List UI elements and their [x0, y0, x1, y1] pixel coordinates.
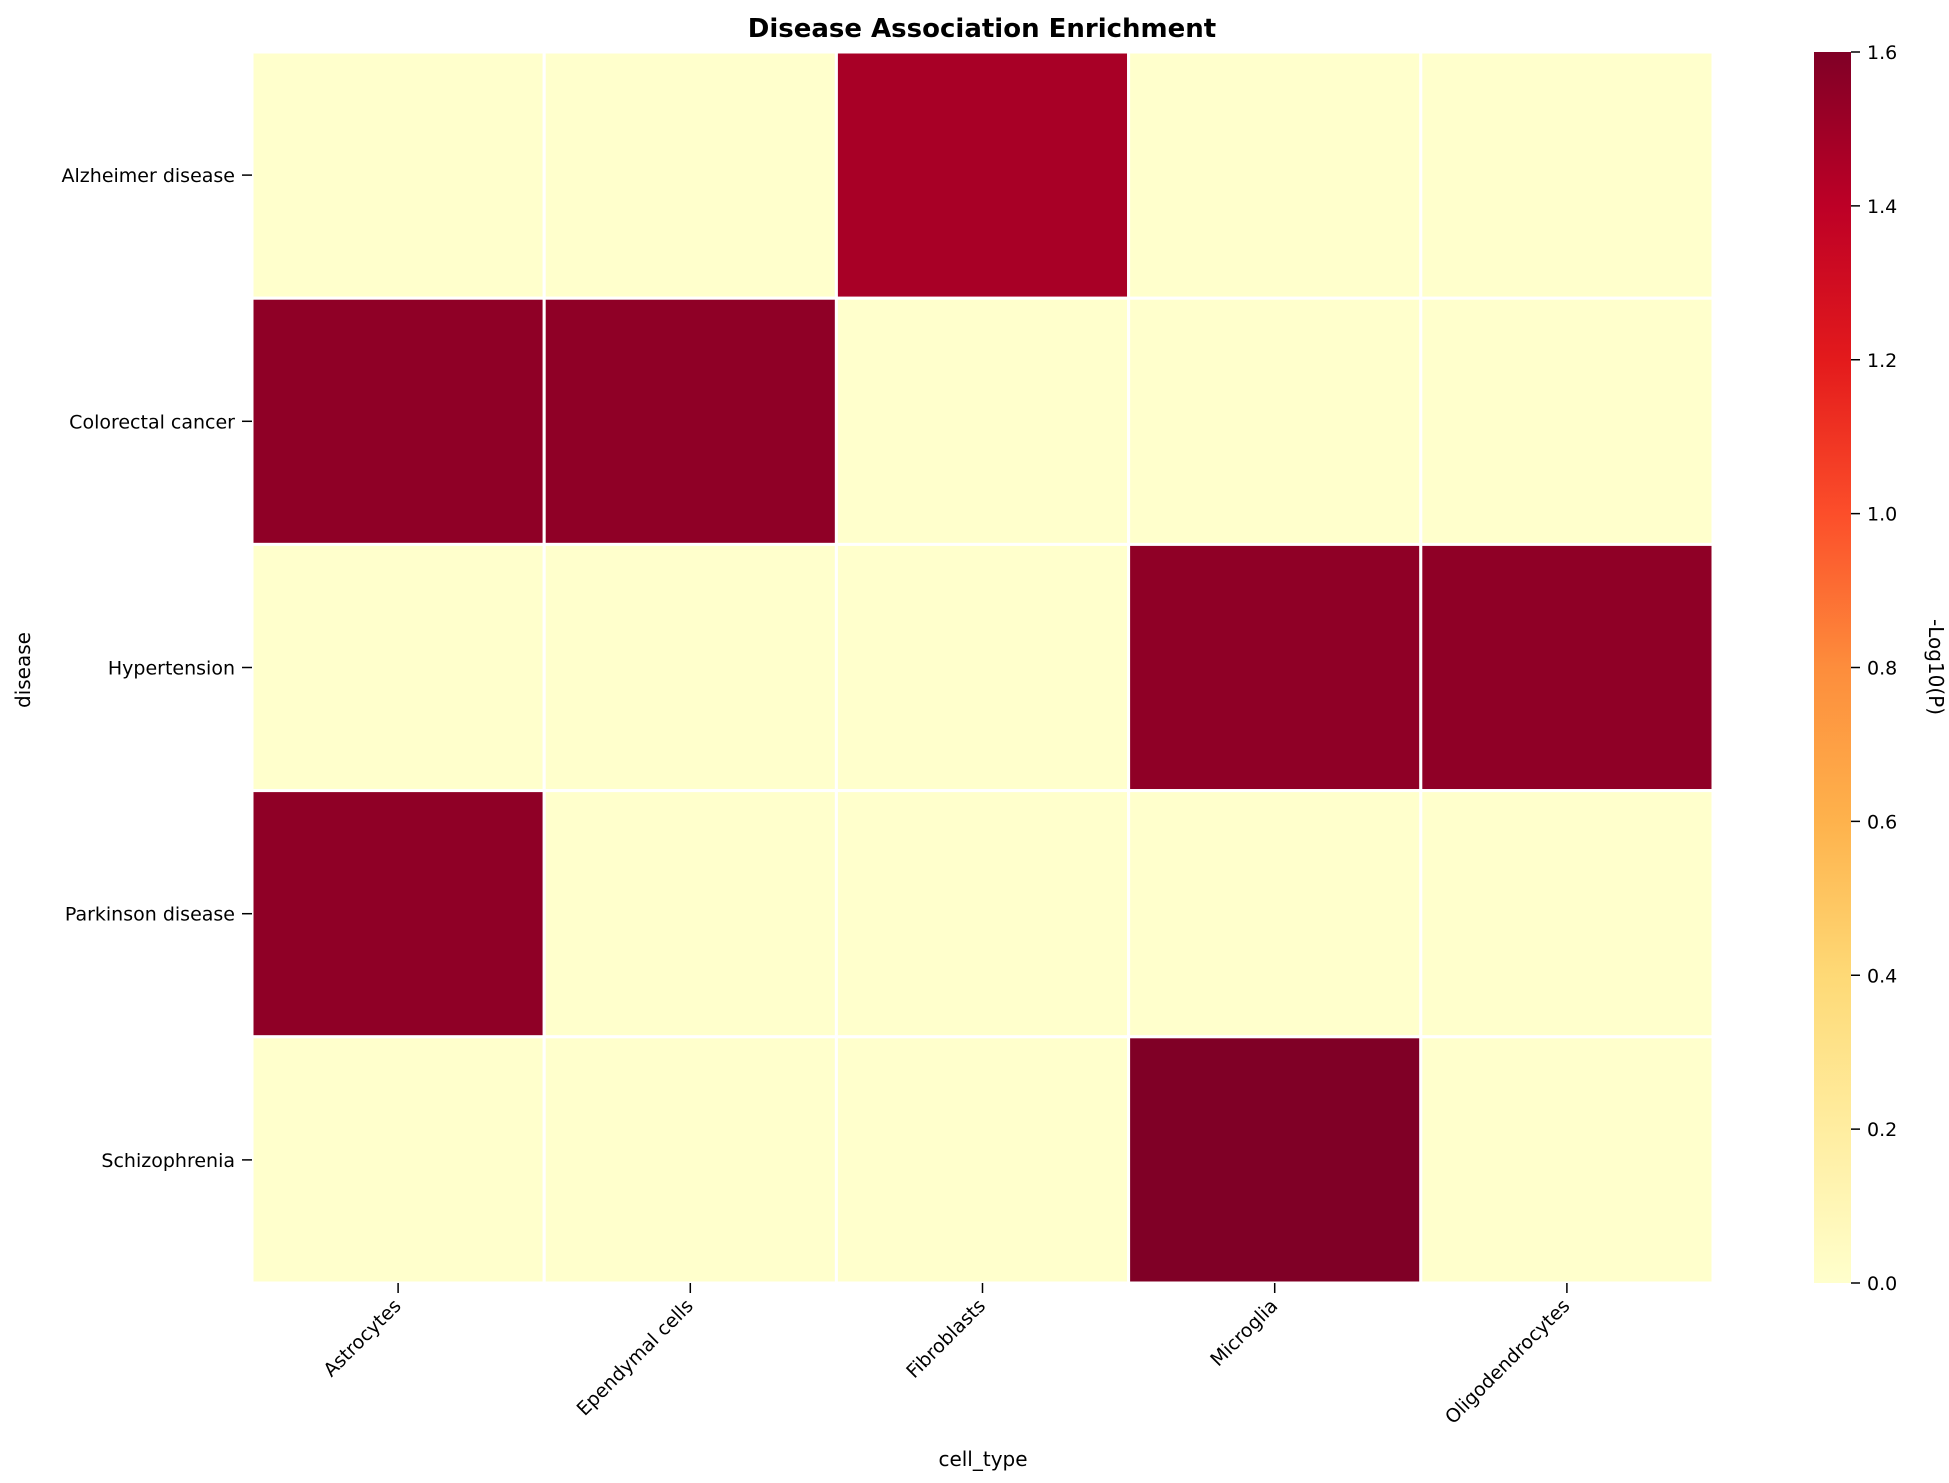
- colorbar-tick-label: 1.2: [1867, 350, 1897, 372]
- x-tick-label: Fibroblasts: [902, 1295, 990, 1383]
- heatmap-cell: [250, 1035, 546, 1285]
- heatmap-cell: [834, 1035, 1131, 1285]
- heatmap-cell: [1419, 50, 1715, 300]
- heatmap-cell: [1419, 1035, 1715, 1285]
- x-tick-label: Microglia: [1206, 1295, 1282, 1371]
- y-tick-label: Alzheimer disease: [62, 165, 235, 187]
- heatmap-cell: [542, 50, 838, 300]
- heatmap-cell: [542, 542, 838, 793]
- colorbar: 0.0 0.2 0.4 0.6 0.8 1.0 1.2 1.4 1.6 -Log10(P): [1814, 42, 1948, 1295]
- colorbar-tick-label: 0.4: [1867, 965, 1897, 987]
- heatmap-cell: [250, 50, 546, 300]
- x-tick-label: Ependymal cells: [573, 1295, 698, 1420]
- colorbar-tick-label: 0.0: [1867, 1273, 1897, 1295]
- heatmap-cell: [542, 789, 838, 1039]
- heatmap-cell: [250, 789, 546, 1039]
- y-tick-label: Parkinson disease: [65, 904, 235, 926]
- heatmap-cell: [1127, 542, 1423, 793]
- heatmap-cell: [834, 789, 1131, 1039]
- heatmap-cell: [1127, 50, 1423, 300]
- heatmap-cell: [1127, 296, 1423, 546]
- colorbar-gradient: [1814, 52, 1851, 1283]
- colorbar-ticks: 0.0 0.2 0.4 0.6 0.8 1.0 1.2 1.4 1.6: [1851, 42, 1897, 1295]
- x-axis-ticks: Astrocytes Ependymal cells Fibroblasts Micr…: [319, 1283, 1574, 1428]
- heatmap-cell: [1127, 789, 1423, 1039]
- heatmap-cell: [1419, 296, 1715, 546]
- colorbar-label: -Log10(P): [1924, 619, 1948, 715]
- colorbar-tick-label: 1.4: [1867, 196, 1897, 218]
- colorbar-tick-label: 0.2: [1867, 1119, 1897, 1141]
- y-tick-label: Hypertension: [108, 658, 235, 680]
- heatmap-cell: [834, 542, 1131, 793]
- heatmap-cell: [542, 1035, 838, 1285]
- heatmap-cell: [250, 542, 546, 793]
- x-tick-label: Oligodendrocytes: [1441, 1295, 1575, 1429]
- y-axis-ticks: Alzheimer disease Colorectal cancer Hypert…: [62, 165, 252, 1172]
- heatmap-cell: [834, 296, 1131, 546]
- heatmap-cell: [250, 296, 546, 546]
- x-axis-label: cell_type: [938, 1447, 1027, 1471]
- heatmap-cell: [1419, 789, 1715, 1039]
- heatmap-cell: [1419, 542, 1715, 793]
- colorbar-tick-label: 0.8: [1867, 658, 1897, 680]
- heatmap-cell: [834, 50, 1131, 300]
- y-tick-label: Schizophrenia: [101, 1150, 235, 1172]
- y-tick-label: Colorectal cancer: [69, 411, 235, 433]
- heatmap-cells: [250, 50, 1715, 1285]
- colorbar-tick-label: 1.6: [1867, 42, 1897, 64]
- heatmap-cell: [1127, 1035, 1423, 1285]
- heatmap-cell: [542, 296, 838, 546]
- colorbar-tick-label: 0.6: [1867, 811, 1897, 833]
- chart-title: Disease Association Enrichment: [748, 14, 1216, 44]
- colorbar-tick-label: 1.0: [1867, 504, 1897, 526]
- x-tick-label: Astrocytes: [319, 1295, 405, 1381]
- y-axis-label: disease: [11, 632, 35, 708]
